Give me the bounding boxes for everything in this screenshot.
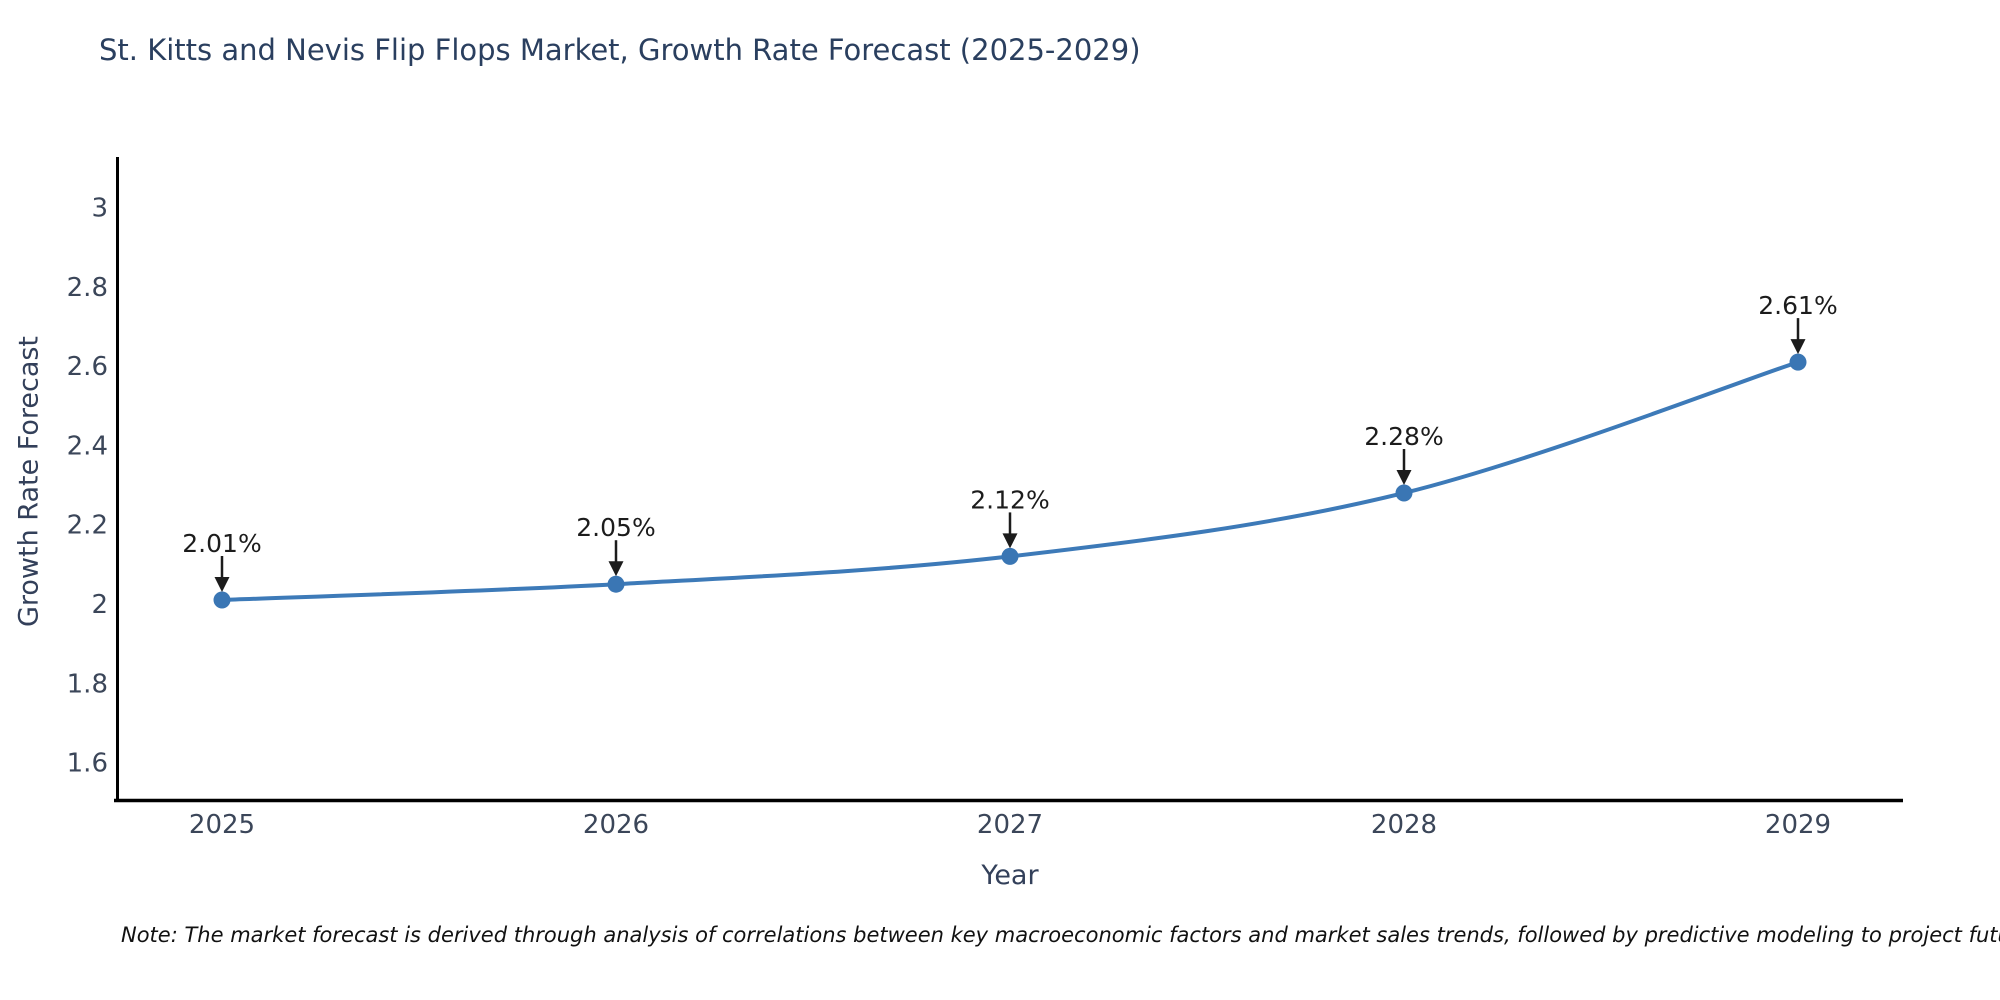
data-point-label: 2.01%: [182, 529, 261, 558]
annotation-arrowhead-icon: [1396, 470, 1412, 485]
data-point-label: 2.05%: [576, 513, 655, 542]
x-tick-label: 2025: [189, 810, 255, 840]
annotation-arrowhead-icon: [1002, 533, 1018, 549]
data-point-label: 2.12%: [970, 485, 1049, 514]
annotation-arrowhead-icon: [214, 577, 230, 592]
footnote: Note: The market forecast is derived thr…: [121, 923, 2000, 947]
y-tick-label: 2.8: [67, 273, 108, 303]
data-point-marker: [1395, 484, 1413, 502]
data-point-marker: [1789, 353, 1807, 371]
annotation-arrowhead-icon: [608, 561, 624, 577]
data-point-label: 2.28%: [1364, 422, 1443, 451]
x-tick-label: 2027: [977, 810, 1043, 840]
annotation-arrowhead-icon: [1790, 339, 1806, 355]
x-tick-label: 2026: [583, 810, 649, 840]
x-tick-label: 2028: [1371, 810, 1437, 840]
y-tick-label: 2.2: [67, 511, 108, 541]
data-point-marker: [1001, 547, 1019, 565]
data-point-label: 2.61%: [1758, 291, 1837, 320]
y-tick-label: 3: [91, 194, 108, 224]
x-axis-label: Year: [981, 860, 1039, 891]
y-tick-label: 1.6: [67, 749, 108, 779]
y-tick-label: 2.4: [67, 431, 108, 461]
data-point-marker: [213, 591, 231, 609]
x-tick-label: 2029: [1765, 810, 1831, 840]
y-tick-label: 2: [91, 590, 108, 620]
y-tick-label: 2.6: [67, 352, 108, 382]
chart-title: St. Kitts and Nevis Flip Flops Market, G…: [99, 33, 1141, 67]
data-point-marker: [607, 575, 625, 593]
y-tick-label: 1.8: [67, 669, 108, 699]
